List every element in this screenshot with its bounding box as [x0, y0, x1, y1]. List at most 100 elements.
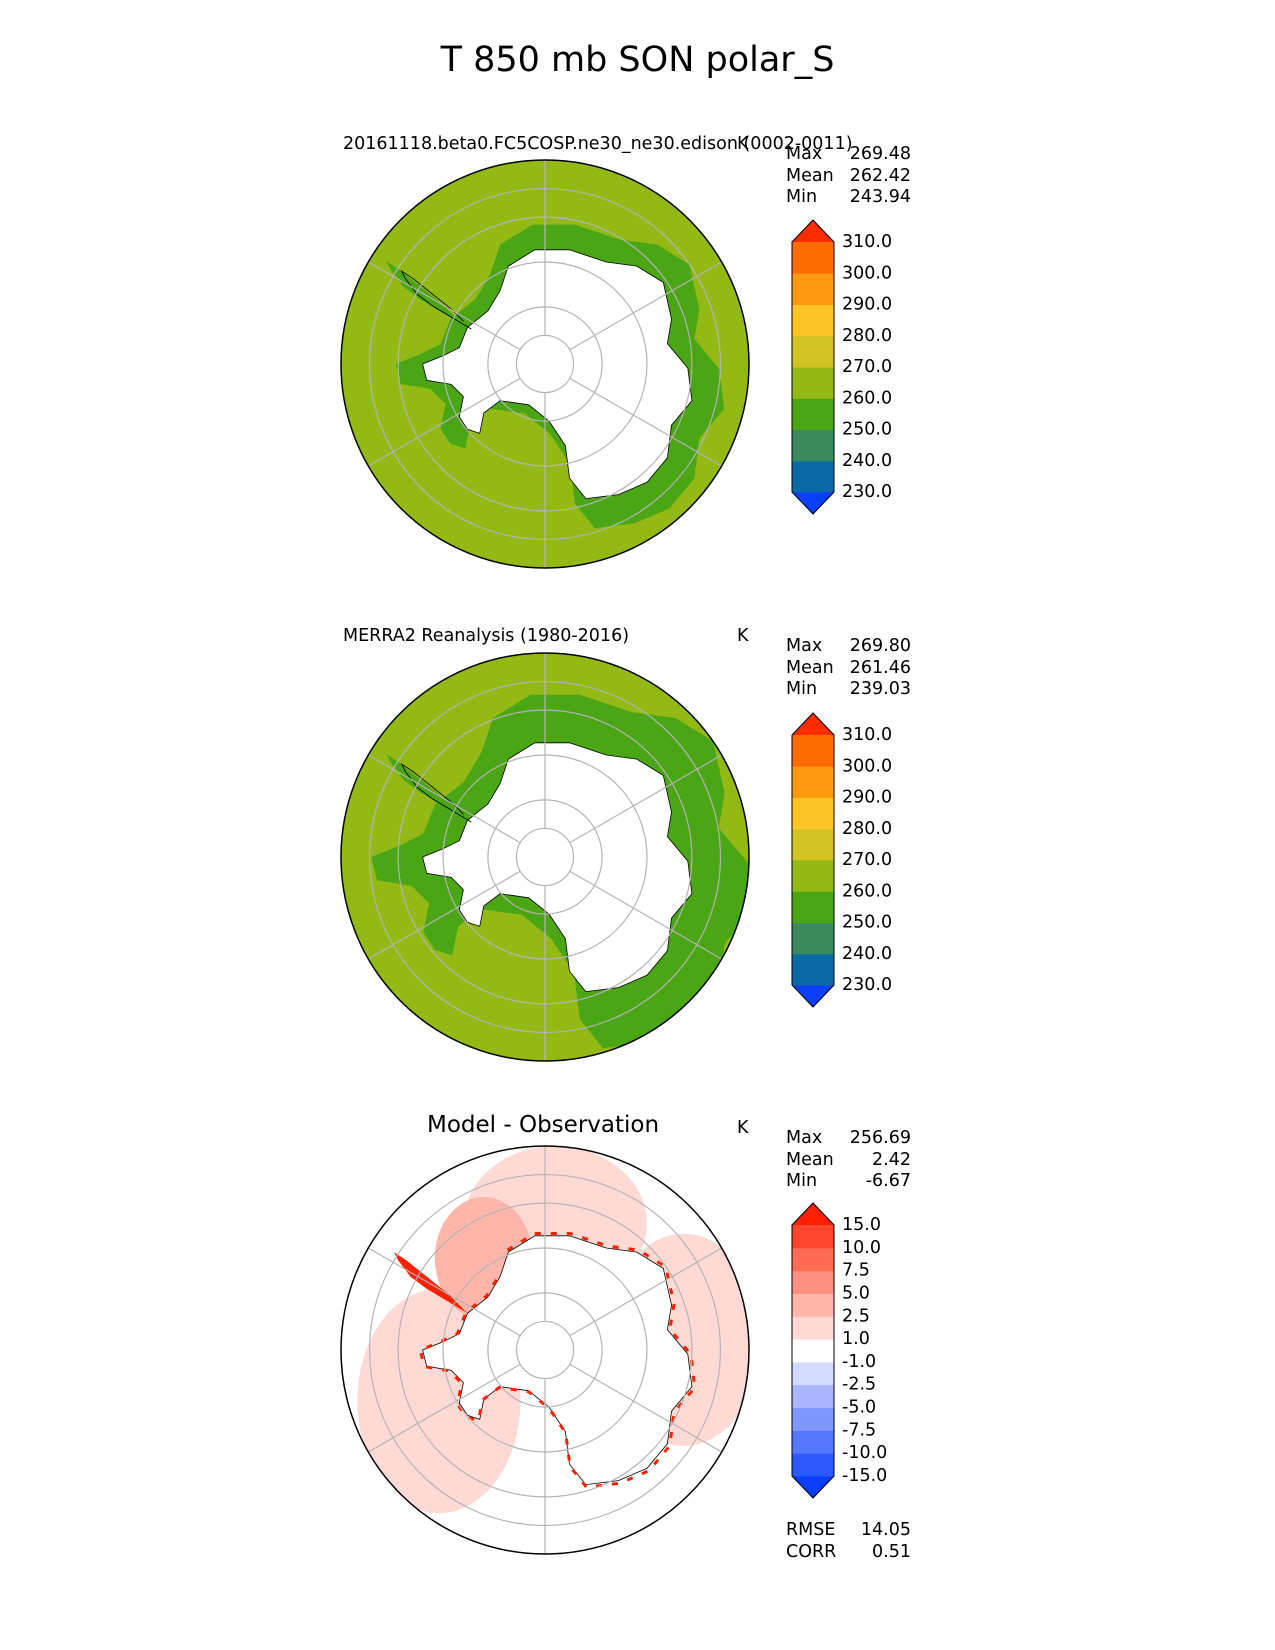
stat-max: Max 256.69 [786, 1128, 911, 1148]
colorbar-tick-label: 260.0 [842, 881, 892, 901]
colorbar-segment [792, 460, 834, 493]
stat-mean: Mean 2.42 [786, 1149, 911, 1170]
colorbar-segment [792, 1407, 834, 1431]
colorbar-outline [791, 1202, 835, 1499]
colorbar-tick-label: -5.0 [842, 1398, 876, 1418]
colorbar-tick-label: 240.0 [842, 451, 892, 471]
colorbar-tick-label: 260.0 [842, 388, 892, 408]
colorbar-tick-label: 1.0 [842, 1329, 870, 1349]
colorbar-tick-label: 2.5 [842, 1306, 870, 1326]
colorbar-segment [792, 1384, 834, 1409]
stat-corr: CORR 0.51 [786, 1541, 911, 1562]
colorbar-segment [792, 242, 834, 274]
map-fields [341, 653, 749, 1061]
colorbar-segment [792, 953, 834, 986]
colorbar-tick-label: 280.0 [842, 326, 892, 346]
colorbar-tick-label: 290.0 [842, 295, 892, 315]
colorbar-tick-label: 270.0 [842, 357, 892, 377]
stats-diff-extra: RMSE 14.05 CORR 0.51 [786, 1520, 911, 1563]
panel-title-model: 20161118.beta0.FC5COSP.ne30_ne30.edison … [343, 134, 853, 154]
panel-title-diff: Model - Observation [427, 1112, 660, 1138]
meridian-line [569, 754, 722, 844]
colorbar-model: 230.0 240.0 250.0 260.0 270.0 280.0 290.0 300.0… [791, 219, 892, 515]
map-panel-obs: 230.0 240.0 250.0 260.0 270.0 280.0 290.0 300.0… [340, 652, 892, 1062]
colorbar-segment [792, 429, 834, 462]
colorbar-tick-label: 230.0 [842, 482, 892, 502]
colorbar-segment [792, 367, 834, 399]
figure-title: T 850 mb SON polar_S [440, 40, 835, 80]
colorbar-tick-label: -2.5 [842, 1375, 876, 1395]
stats-model: Max 269.48 Mean 262.42 Min 243.94 [786, 144, 911, 209]
meridian-line [569, 870, 722, 960]
peninsula-coastline [400, 762, 472, 823]
meridian-line [569, 1247, 722, 1337]
map-frame [340, 652, 750, 1062]
stat-min: Min 243.94 [786, 187, 911, 207]
stat-max: Max 269.80 [786, 636, 911, 656]
colorbar-tick-label: 230.0 [842, 975, 892, 995]
stat-rmse: RMSE 14.05 [786, 1520, 911, 1540]
colorbar-diff: -15.0 -10.0 -7.5-5.0 -2.5 -1.0 1.0 2.55.0 7.5 10… [791, 1202, 887, 1499]
stats-diff: Max 256.69 Mean 2.42 Min -6.67 [786, 1128, 911, 1193]
colorbar-segment [792, 1430, 834, 1454]
map-frame [340, 159, 750, 569]
graticule [368, 160, 722, 568]
unit-label-obs: K [737, 626, 749, 646]
colorbar-tick-label: 270.0 [842, 850, 892, 870]
colorbar-extend-low [792, 492, 834, 514]
colorbar-extend-high [792, 220, 834, 242]
meridian-line [368, 870, 521, 960]
meridian-line [368, 1247, 521, 1337]
antarctica-landmass [422, 1235, 693, 1486]
colorbar-segment [792, 735, 834, 767]
colorbar-tick-label: 5.0 [842, 1284, 870, 1304]
colorbar-tick-label: -15.0 [842, 1466, 887, 1486]
colorbar-extend-low [792, 1476, 834, 1498]
colorbar-tick-label: -7.5 [842, 1420, 876, 1440]
stat-min: Min -6.67 [786, 1171, 911, 1191]
colorbar-segment [792, 1316, 834, 1340]
unit-label-diff: K [737, 1118, 749, 1138]
map-fields [341, 1146, 749, 1554]
meridian-line [368, 261, 521, 351]
map-fields [341, 160, 749, 568]
colorbar-tick-label: 250.0 [842, 420, 892, 440]
colorbar-outline [791, 712, 835, 1008]
coastal-hot-spots [418, 1232, 697, 1489]
colorbar-segment [792, 922, 834, 955]
map-panel-diff: -15.0 -10.0 -7.5-5.0 -2.5 -1.0 1.0 2.55.0 7.5 10… [340, 1145, 887, 1555]
colorbar-segment [792, 1361, 834, 1386]
meridian-line [368, 377, 521, 467]
colorbar-segment [792, 828, 834, 861]
colorbar-tick-label: 240.0 [842, 944, 892, 964]
colorbar-tick-label: 7.5 [842, 1261, 870, 1281]
colorbar-segment [792, 273, 834, 305]
map-frame [340, 1145, 750, 1555]
colorbar-segment [792, 335, 834, 368]
unit-label-model: K [737, 134, 749, 154]
stats-obs: Max 269.80 Mean 261.46 Min 239.03 [786, 636, 911, 701]
colorbar-extend-low [792, 985, 834, 1007]
colorbar-segment [792, 1225, 834, 1249]
colorbar-tick-label: 250.0 [842, 913, 892, 933]
colorbar-segment [792, 891, 834, 923]
panel-title-obs: MERRA2 Reanalysis (1980-2016) [343, 626, 630, 646]
colorbar-tick-label: 310.0 [842, 232, 892, 252]
colorbar-segment [792, 1270, 834, 1294]
colorbar-tick-label: 15.0 [842, 1215, 881, 1235]
peninsula-coastline [400, 269, 472, 330]
colorbar-segment [792, 304, 834, 337]
colorbar-segment [792, 1339, 834, 1363]
colorbar-tick-label: -10.0 [842, 1443, 887, 1463]
meridian-line [569, 377, 722, 467]
antarctica-landmass [422, 249, 693, 500]
colorbar-segment [792, 766, 834, 798]
meridian-line [368, 1363, 521, 1453]
colorbar-segment [792, 1293, 834, 1317]
colorbar-tick-label: -1.0 [842, 1352, 876, 1372]
colorbar-segment [792, 860, 834, 892]
colorbar-extend-high [792, 1203, 834, 1225]
colorbar-outline [791, 219, 835, 515]
stat-mean: Mean 262.42 [786, 165, 911, 186]
colorbar-obs: 230.0 240.0 250.0 260.0 270.0 280.0 290.0 300.0… [791, 712, 892, 1008]
